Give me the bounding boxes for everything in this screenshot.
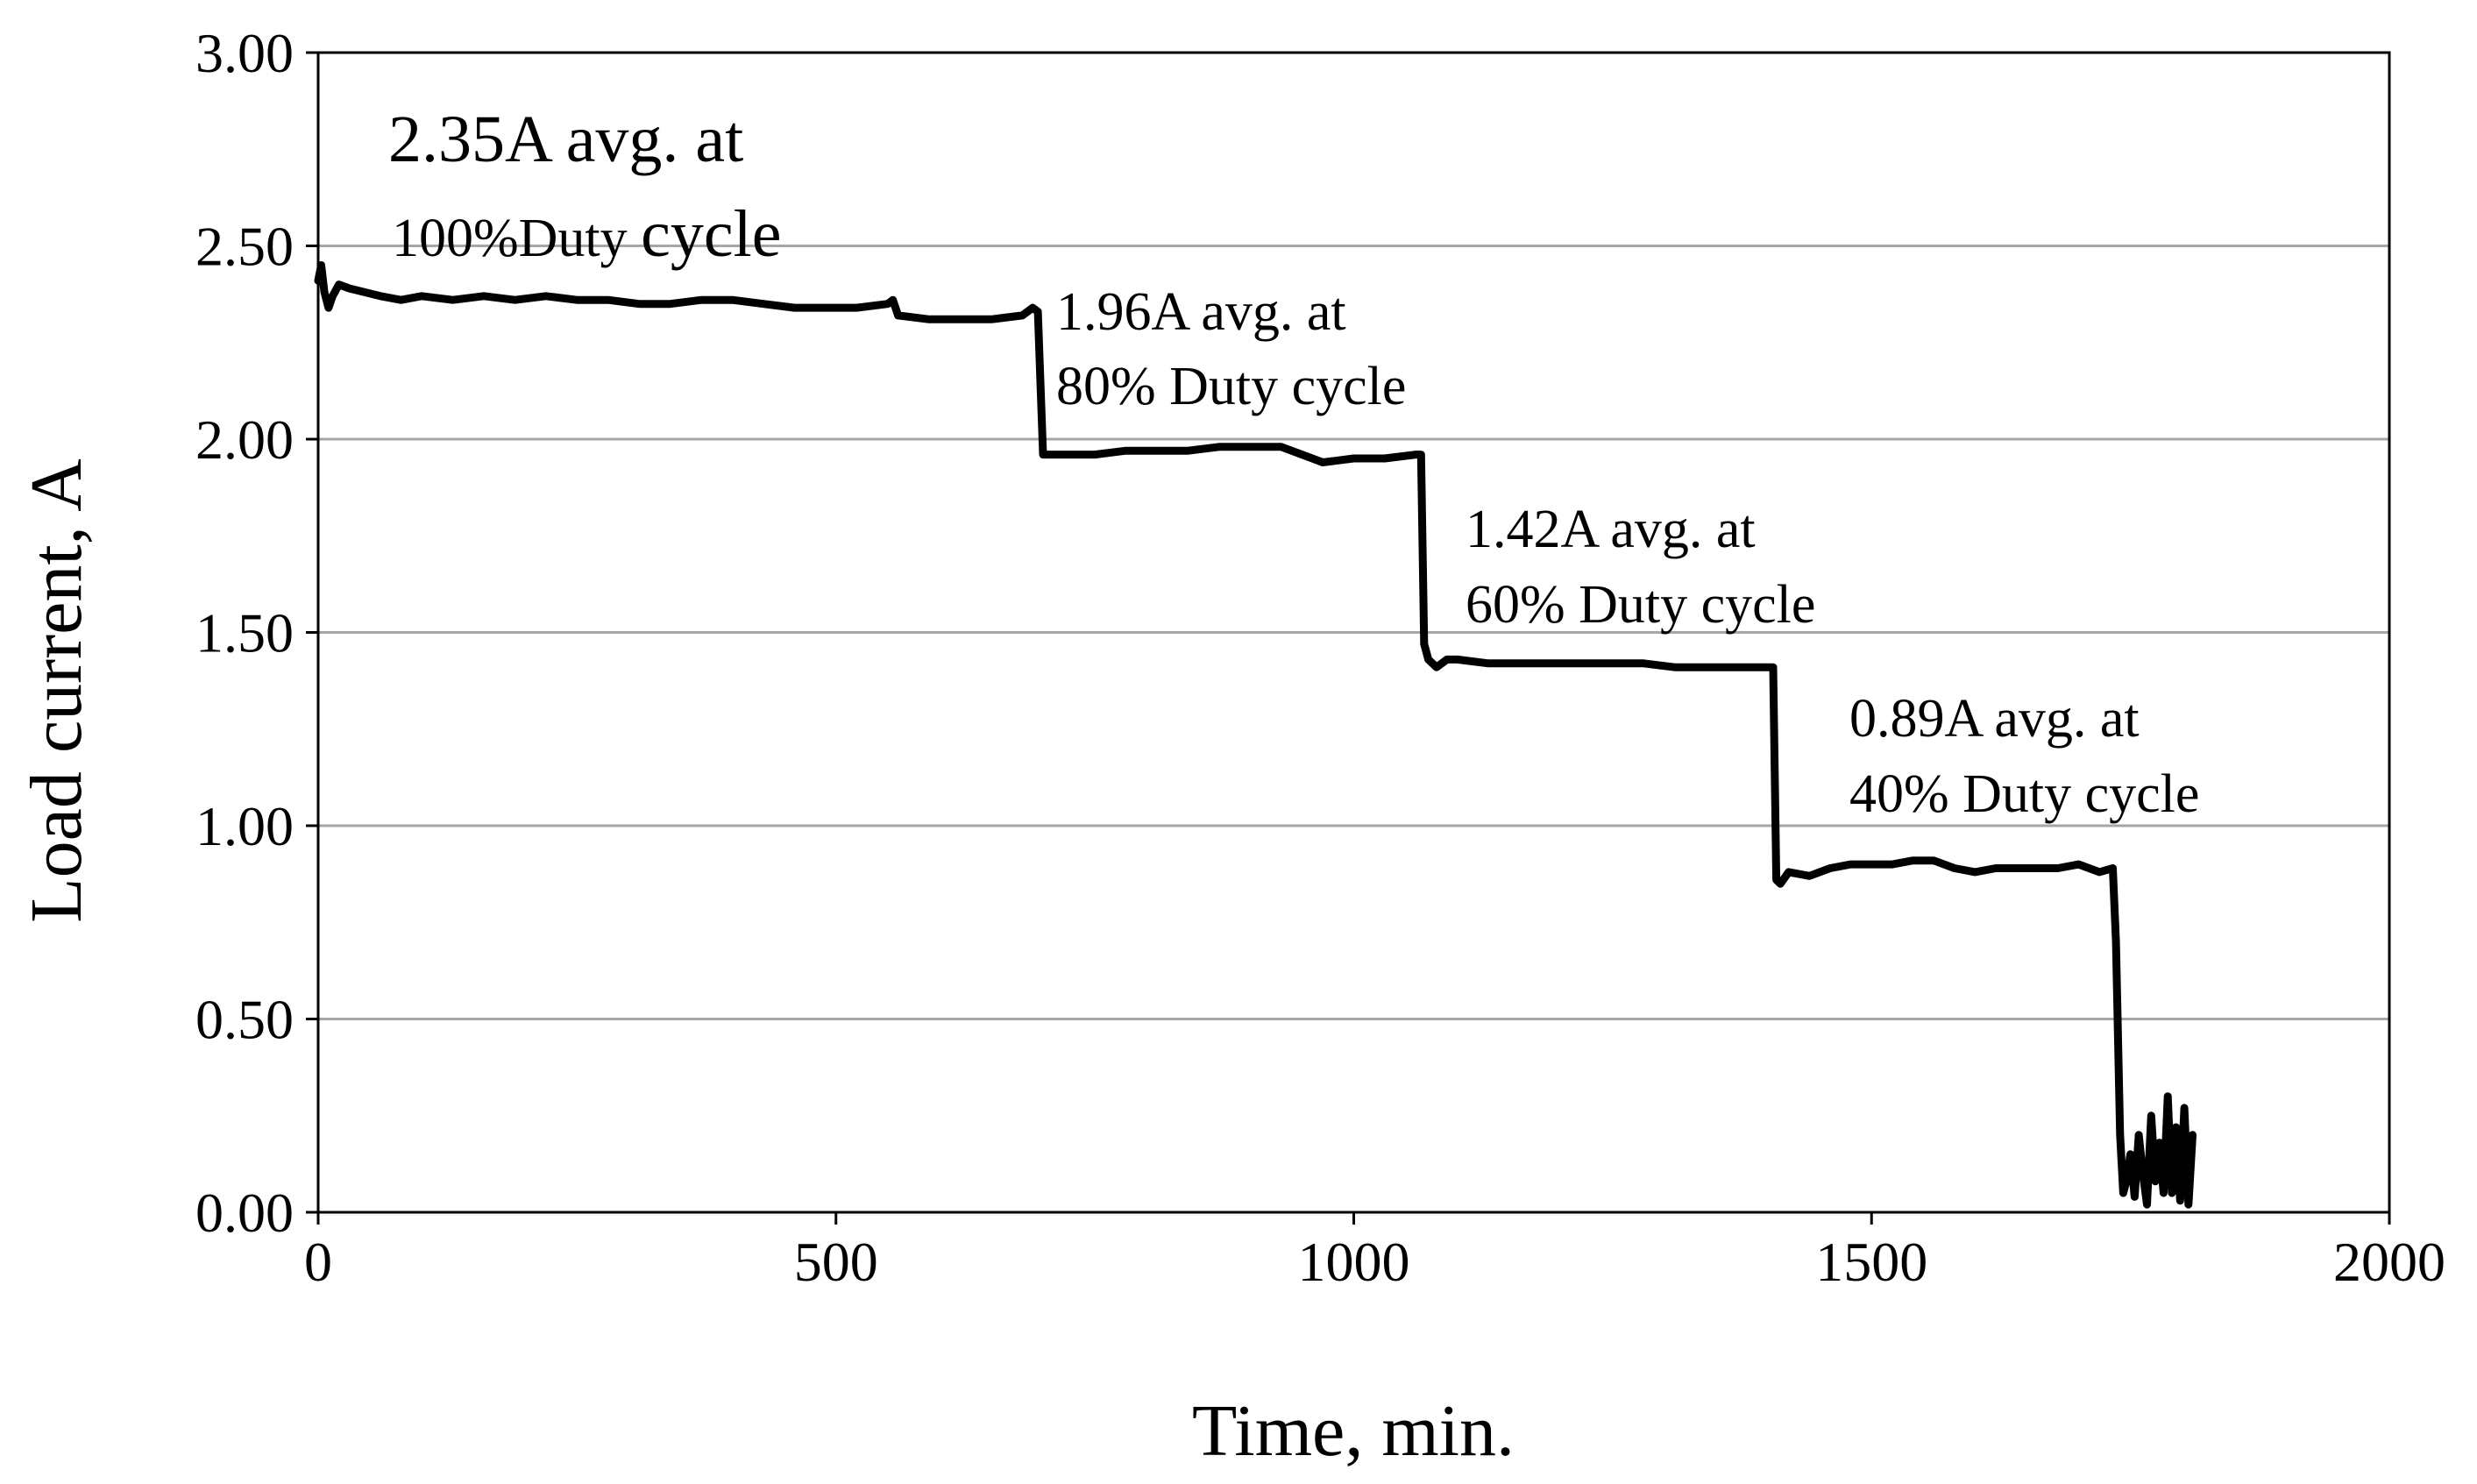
x-tick-label: 1000 bbox=[1298, 1231, 1410, 1293]
y-tick-label: 1.50 bbox=[195, 602, 294, 664]
x-tick-label: 2000 bbox=[2333, 1231, 2445, 1293]
annotation-100-line2-a: 100%Duty bbox=[392, 209, 641, 268]
axis-ticks: 0.00 0.50 1.00 1.50 2.00 2.50 3.00 0 500 1000 1500… bbox=[195, 22, 2445, 1293]
y-tick-label: 2.50 bbox=[195, 216, 294, 278]
y-tick-label: 1.00 bbox=[195, 795, 294, 857]
y-tick-label: 0.00 bbox=[195, 1182, 294, 1244]
x-tick-label: 0 bbox=[304, 1231, 332, 1293]
x-tick-label: 1500 bbox=[1815, 1231, 1927, 1293]
annotation-40-line2: 40% Duty cycle bbox=[1849, 764, 2199, 824]
y-axis-title: Load current, A bbox=[16, 458, 97, 923]
annotation-60-duty: 1.42A avg. at 60% Duty cycle bbox=[1466, 500, 1815, 635]
annotation-40-duty: 0.89A avg. at 40% Duty cycle bbox=[1849, 689, 2199, 824]
annotation-40-line1: 0.89A avg. at bbox=[1849, 689, 2140, 749]
series-line-0 bbox=[314, 261, 2197, 1209]
annotation-60-line2: 60% Duty cycle bbox=[1466, 575, 1815, 635]
annotation-80-duty: 1.96A avg. at 80% Duty cycle bbox=[1056, 282, 1406, 416]
series-layer bbox=[314, 261, 2197, 1209]
annotation-100-duty: 2.35A avg. at 100%Duty cycle bbox=[388, 103, 781, 271]
annotation-100-line2: 100%Duty cycle bbox=[392, 197, 781, 271]
y-tick-label: 0.50 bbox=[195, 989, 294, 1051]
annotation-100-line2-b: cycle bbox=[641, 197, 781, 271]
x-tick-label: 500 bbox=[794, 1231, 878, 1293]
y-tick-label: 3.00 bbox=[195, 22, 294, 84]
y-tick-label: 2.00 bbox=[195, 408, 294, 471]
annotation-80-line2: 80% Duty cycle bbox=[1056, 357, 1406, 416]
annotation-60-line1: 1.42A avg. at bbox=[1466, 500, 1756, 559]
annotation-80-line1: 1.96A avg. at bbox=[1056, 282, 1346, 342]
annotation-100-line1: 2.35A avg. at bbox=[388, 103, 743, 176]
x-axis-title: Time, min. bbox=[1192, 1390, 1515, 1472]
gridlines bbox=[318, 245, 2389, 1020]
